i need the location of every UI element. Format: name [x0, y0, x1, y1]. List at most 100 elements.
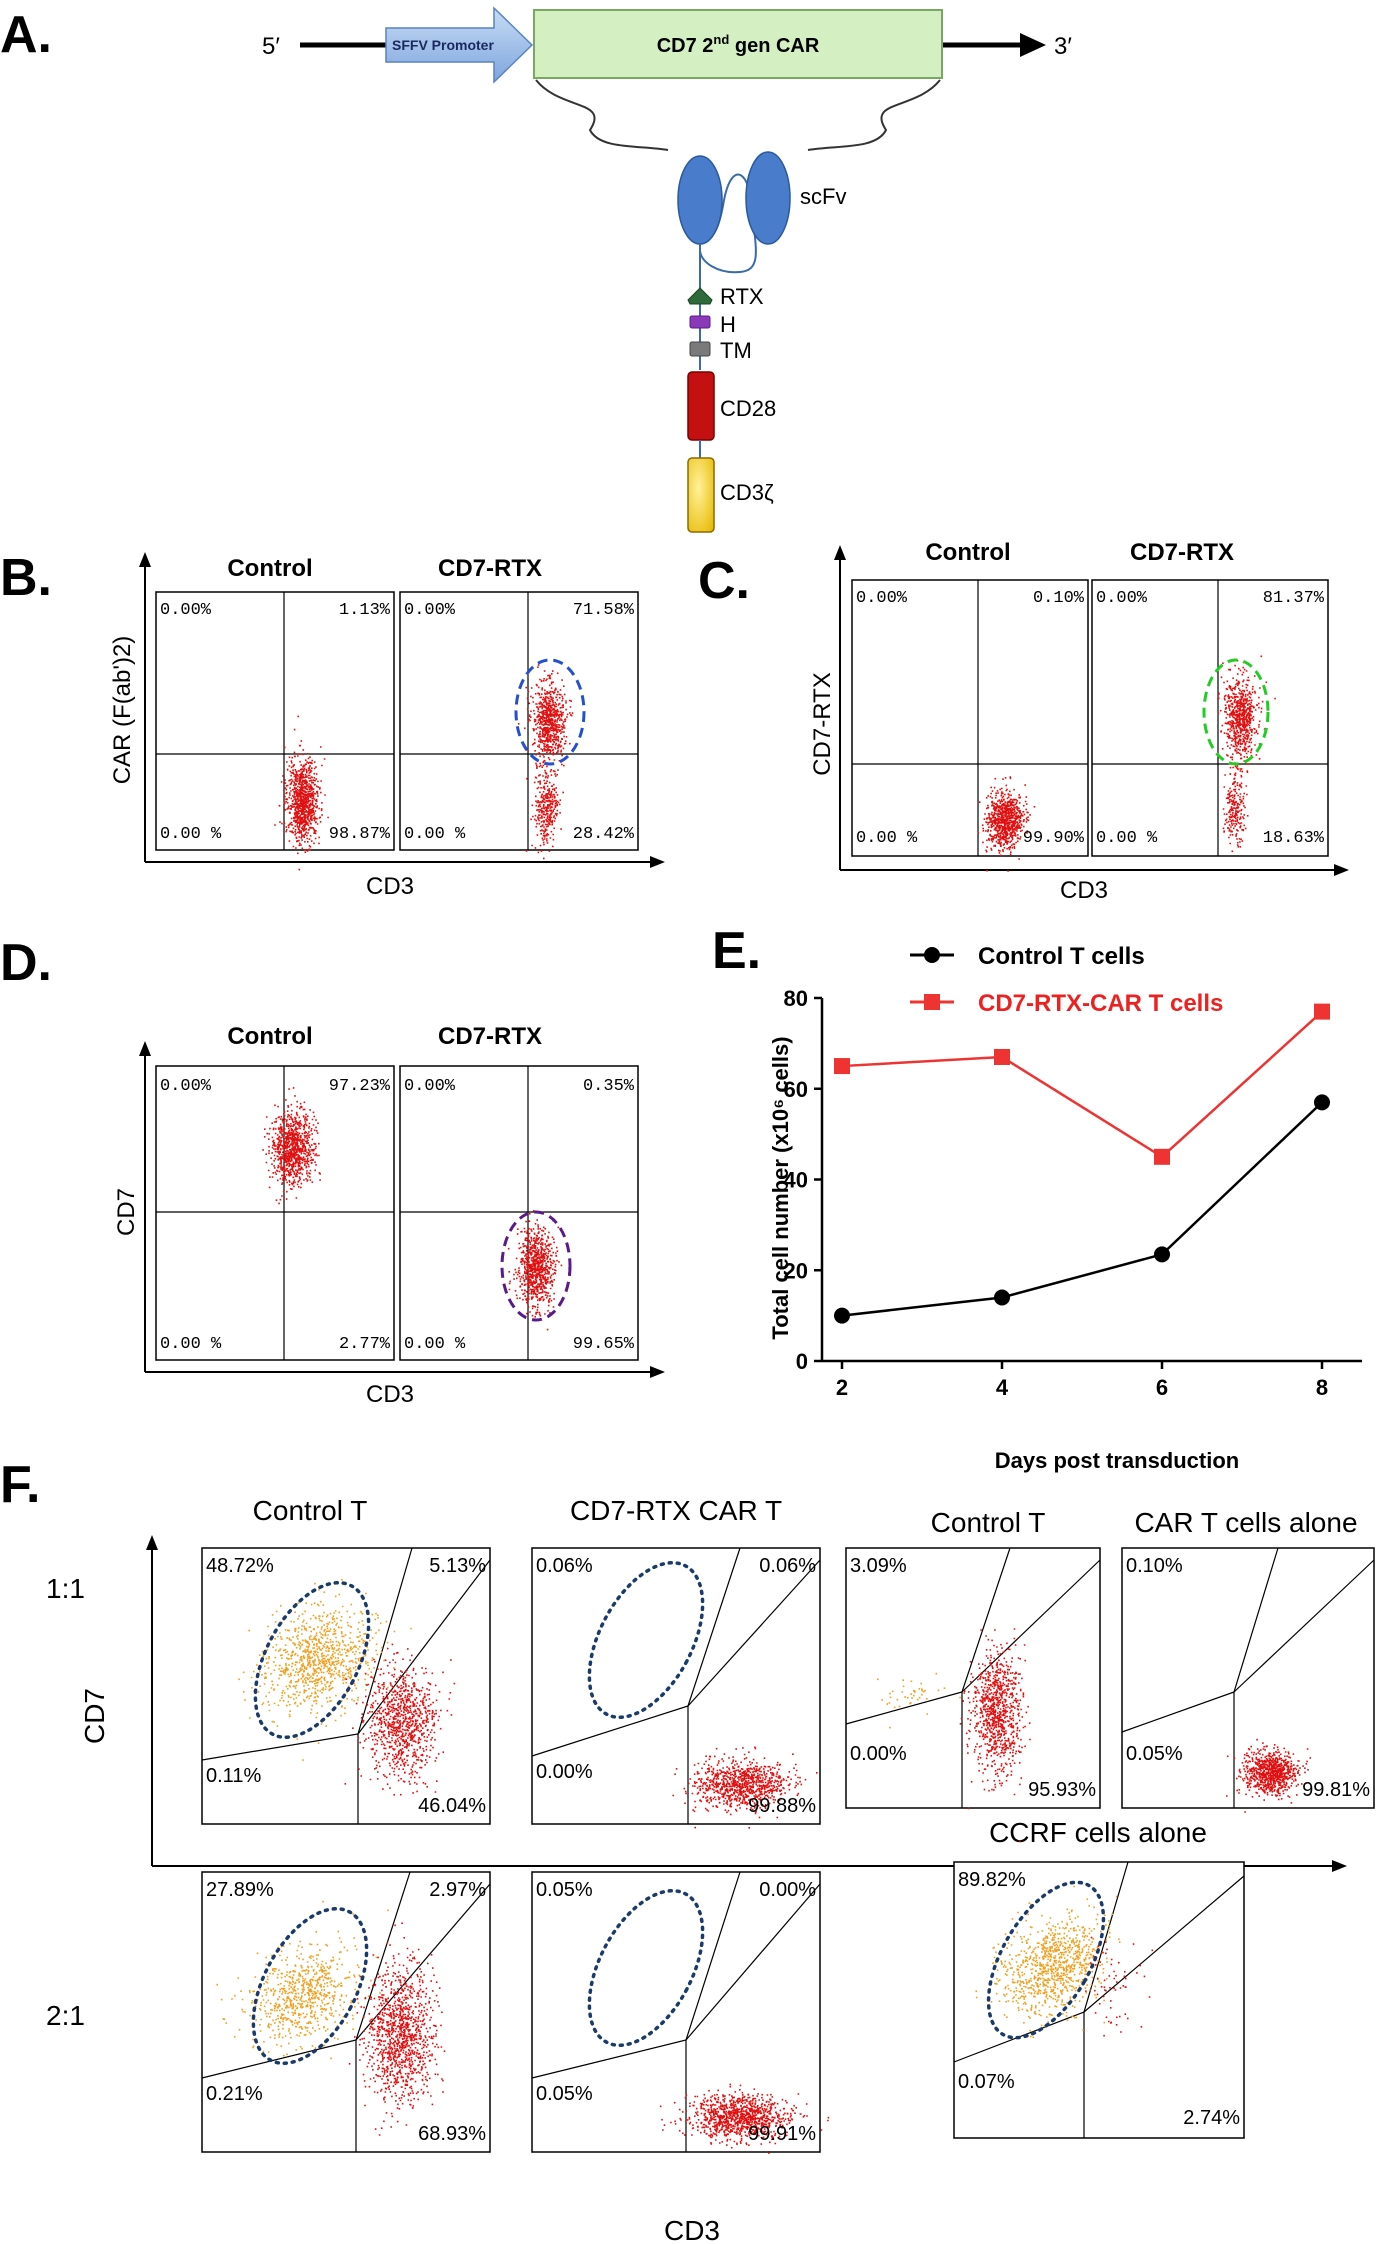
panel-f-x-arrowhead: [1332, 1860, 1347, 1872]
x-tick-8: 8: [1316, 1375, 1328, 1400]
panel-d-xlabel: CD3: [366, 1381, 414, 1408]
panel-a-construct: 5′ 3′ SFFV Promoter CD7 2nd gen CAR scFv: [262, 6, 1072, 533]
f-ctrl-1-1-t-cells: [344, 1643, 456, 1796]
panel-letter-b: B.: [0, 549, 52, 607]
cell-dots: [238, 1578, 420, 1761]
cell-dots: [348, 1922, 446, 2136]
cell-dots: [525, 753, 565, 860]
panel-c-control-plot: [851, 579, 1089, 857]
data-point-control-day-4: [994, 1289, 1010, 1306]
panel-letter-a: A.: [0, 6, 52, 64]
cd3z-domain: [687, 457, 715, 533]
cell-dots: [517, 660, 574, 777]
data-point-cd7-rtx-car-day-8: [1314, 1003, 1330, 1020]
panel-f-row-1-1: 1:1: [46, 1573, 85, 1604]
panel-b-cd7rtx-ul: 0.00%: [404, 601, 456, 620]
cd3z-label: CD3ζ: [720, 480, 774, 505]
f-ctrl-alone-gate-diag: [961, 1559, 1101, 1693]
f-ccrf-alone-lr: 2.74%: [1183, 2107, 1240, 2129]
y-tick-0: 0: [796, 1349, 808, 1374]
panel-f-col-car-t-alone: CAR T cells alone: [1134, 1507, 1357, 1538]
f-car-2-1-lr: 99.91%: [748, 2123, 816, 2145]
f-car-1-1-lr: 99.88%: [748, 1795, 816, 1817]
panel-f-col-ccrf-alone: CCRF cells alone: [989, 1817, 1207, 1848]
legend-car-marker: [924, 994, 940, 1010]
panel-c-ylabel: CD7-RTX: [809, 672, 836, 776]
panel-d-control-ul: 0.00%: [160, 1077, 212, 1096]
f-car-1-1-gate-diag: [687, 1559, 821, 1707]
scfv-vl-domain: [745, 151, 791, 245]
panel-d-control-cells: [262, 1087, 321, 1205]
panel-b-control-ur: 1.13%: [339, 601, 391, 620]
panel-f-ylabel: CD7: [79, 1688, 110, 1744]
cell-dots: [659, 2083, 830, 2154]
f-car-2-1-ul: 0.05%: [536, 1879, 593, 1901]
panel-c-cd7rtx-ul: 0.00%: [1096, 589, 1148, 608]
f-ctrl-alone-ul: 3.09%: [850, 1555, 907, 1577]
panel-b-x-arrowhead: [650, 856, 665, 868]
panel-c-control-ll: 0.00 %: [856, 829, 918, 848]
cell-dots: [507, 1210, 570, 1331]
car-construct-box: [533, 9, 943, 79]
data-point-control-day-6: [1154, 1246, 1170, 1263]
car-construct-label: CD7 2nd gen CAR: [657, 32, 820, 57]
panel-d-control-ll: 0.00 %: [160, 1335, 222, 1354]
panel-e-chart: Control T cells CD7-RTX-CAR T cells 0 20…: [768, 943, 1362, 1473]
f-ctrl-1-1-gate-diag: [357, 1559, 491, 1735]
panel-b-car-gate-ellipse: [514, 658, 586, 766]
rtx-domain: [687, 287, 713, 305]
f-ctrl-alone-t-cells: [959, 1628, 1031, 1843]
panel-f-y-arrowhead: [146, 1535, 158, 1550]
x-tick-2: 2: [836, 1375, 848, 1400]
legend-control-marker: [924, 947, 940, 963]
f-ccrf-alone-red-cells: [1085, 1936, 1154, 2037]
cd28-label: CD28: [720, 396, 776, 421]
tm-label: TM: [720, 338, 752, 363]
f-car-2-1-target-gate: [587, 1889, 705, 2047]
panel-d-cd7rtx-ur: 0.35%: [583, 1077, 635, 1096]
cell-dots: [1085, 1936, 1154, 2037]
panel-c-y-arrowhead: [834, 545, 846, 560]
panel-c-control-ur: 0.10%: [1033, 589, 1085, 608]
f-ctrl-2-1-t-cells: [348, 1922, 446, 2136]
cell-dots: [977, 776, 1036, 872]
three-prime-label: 3′: [1054, 33, 1072, 60]
panel-b-cd7rtx-car-cells: [517, 660, 574, 777]
hinge-label: H: [720, 312, 736, 337]
panel-d-cd7neg-gate-ellipse: [500, 1210, 572, 1322]
data-point-cd7-rtx-car-day-2: [834, 1058, 850, 1075]
f-ctrl-2-1-gate-diag: [355, 1883, 491, 2041]
panel-c-cd7rtx-lr: 18.63%: [1263, 829, 1325, 848]
f-ccrf-alone-target-gate: [986, 1880, 1106, 2040]
panel-c-x-arrowhead: [1334, 864, 1349, 876]
panel-c-control-cells: [977, 776, 1036, 872]
f-car-1-1-ll: 0.00%: [536, 1761, 593, 1783]
panel-d-flow: Control CD7-RTX CD7 CD3 0.00% 97.23% 0.0…: [113, 1023, 665, 1408]
f-car-2-1-gate-diag: [685, 1883, 821, 2041]
five-prime-label: 5′: [262, 33, 280, 60]
panel-b-xlabel: CD3: [366, 873, 414, 900]
f-car-2-1-t-cells: [659, 2083, 830, 2154]
panel-d-y-arrowhead: [139, 1041, 151, 1056]
bracket-right: [807, 79, 941, 151]
panel-c-xlabel: CD3: [1060, 877, 1108, 904]
f-car-alone-t-cells: [1226, 1738, 1312, 1813]
f-ctrl-alone-ll: 0.00%: [850, 1743, 907, 1765]
panel-b-flow: Control CD7-RTX CAR (F(ab')2) CD3 0.00% …: [109, 552, 665, 900]
bracket-left: [535, 79, 669, 151]
f-ccrf-alone-target-cells: [975, 1885, 1121, 2038]
cell-dots: [344, 1643, 456, 1796]
f-car-2-1-ll: 0.05%: [536, 2083, 593, 2105]
x-tick-6: 6: [1156, 1375, 1168, 1400]
f-ctrl-1-1-ul: 48.72%: [206, 1555, 274, 1577]
y-tick-60: 60: [784, 1077, 808, 1102]
f-ctrl-2-1-ll: 0.21%: [206, 2083, 263, 2105]
panel-d-col-control: Control: [227, 1023, 312, 1050]
f-car-2-1-ur: 0.00%: [759, 1879, 816, 1901]
f-ctrl-alone-lr: 95.93%: [1028, 1779, 1096, 1801]
panel-d-control-ur: 97.23%: [329, 1077, 391, 1096]
panel-c-cd7rtx-ll: 0.00 %: [1096, 829, 1158, 848]
f-car-1-1-ur: 0.06%: [759, 1555, 816, 1577]
chart-e-ylabel: Total cell number (x10⁶ cells): [768, 1036, 793, 1339]
